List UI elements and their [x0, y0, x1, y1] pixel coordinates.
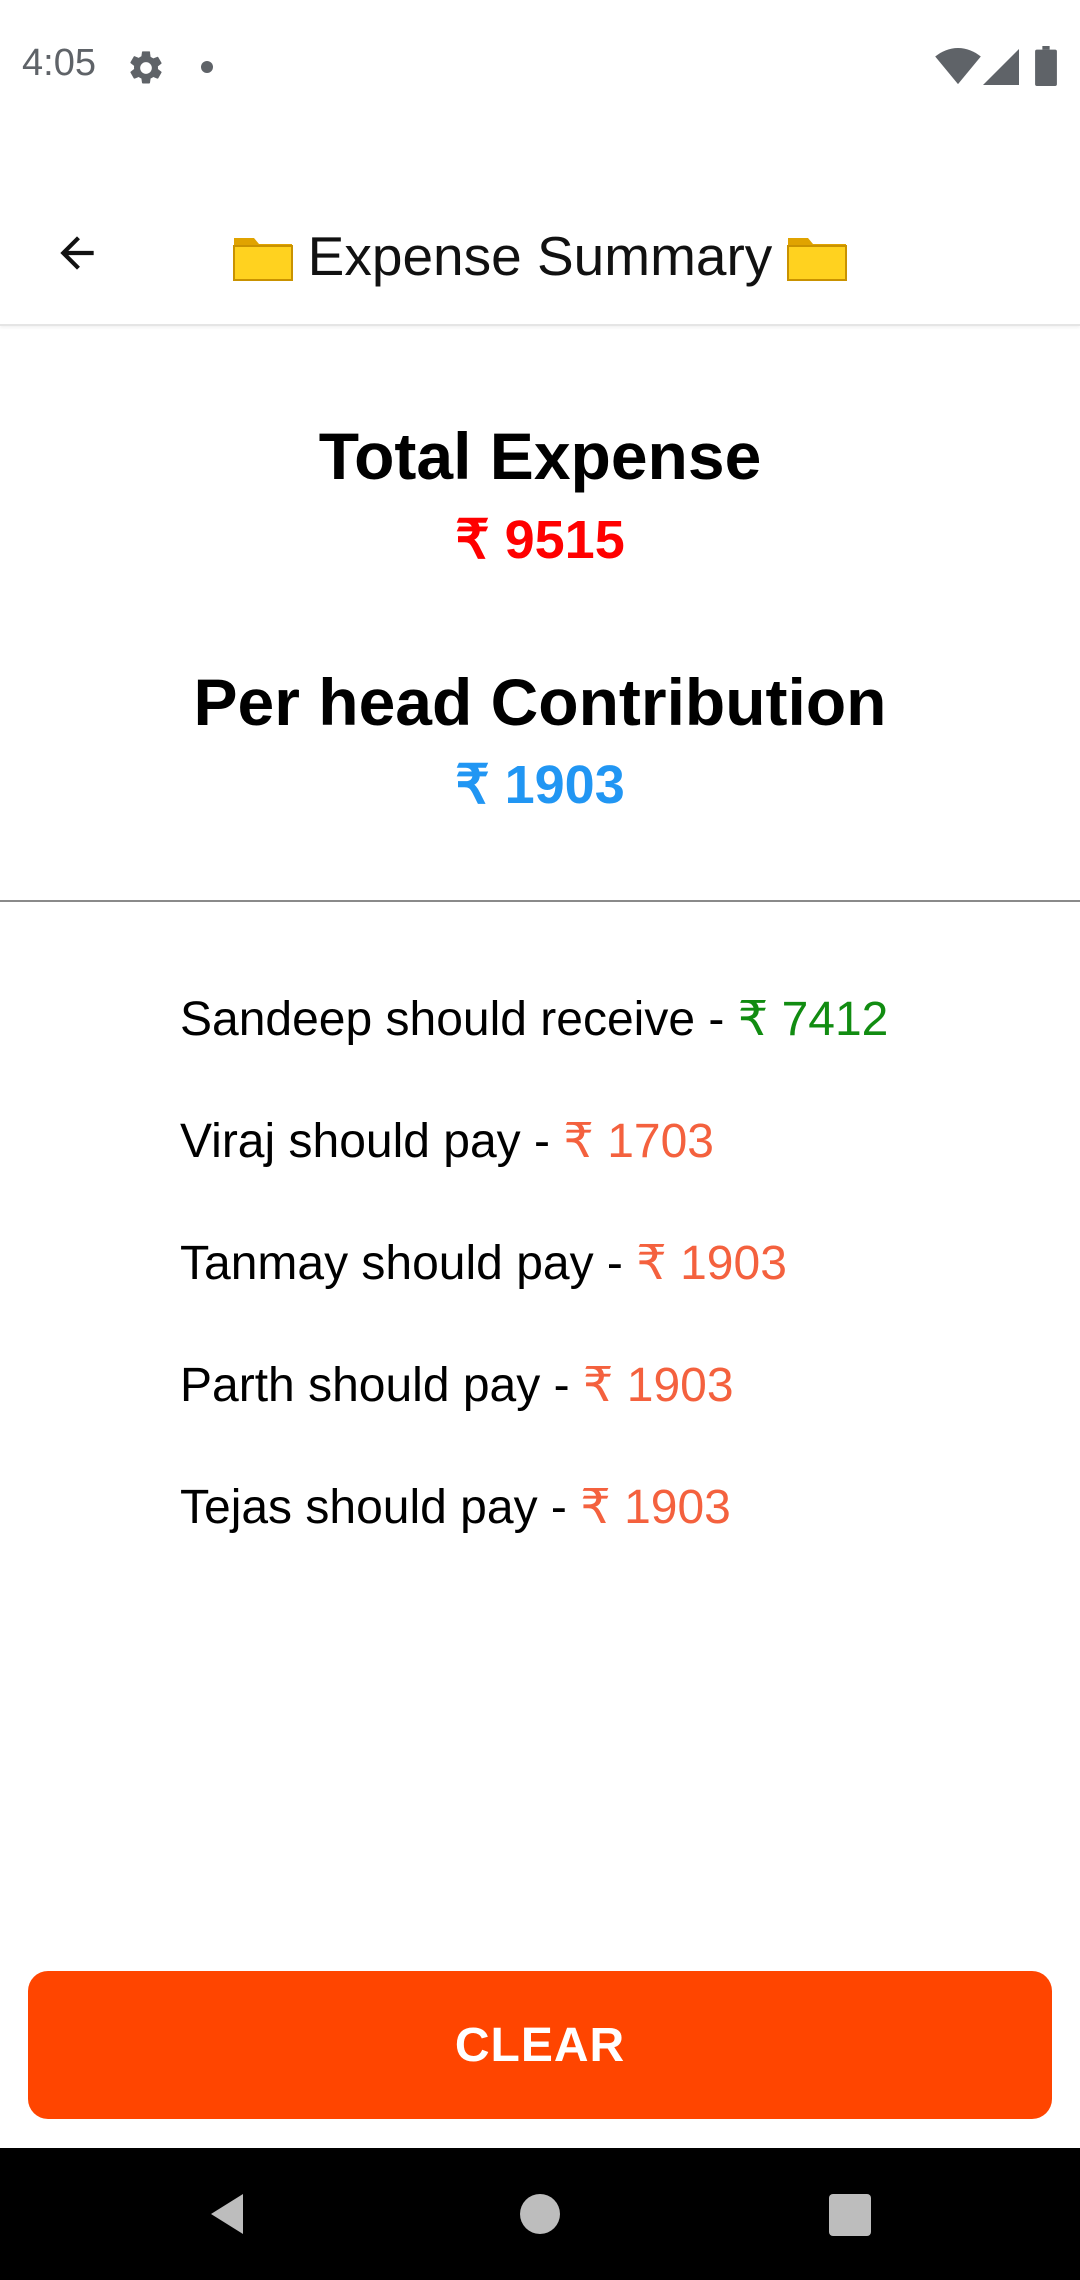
nav-bar — [0, 2148, 1080, 2280]
status-time: 4:05 — [22, 42, 96, 84]
clear-button[interactable]: CLEAR — [28, 1971, 1052, 2119]
settlement-list: Sandeep should receive - ₹ 7412 Viraj sh… — [180, 988, 1040, 1598]
nav-back-icon[interactable] — [207, 2192, 247, 2236]
gear-icon — [130, 51, 162, 84]
status-bar: 4:05 — [0, 0, 1080, 132]
pay-amount: ₹ 1703 — [563, 1115, 714, 1168]
divider — [0, 900, 1080, 902]
pay-amount: ₹ 1903 — [636, 1237, 787, 1290]
per-head-value: ₹ 1903 — [455, 755, 625, 815]
wifi-icon — [935, 48, 981, 85]
arrow-back-icon — [60, 236, 94, 270]
receive-amount: ₹ 7412 — [737, 993, 889, 1046]
settlement-row: Viraj should pay - ₹ 1703 — [180, 1110, 1040, 1232]
page-title: Expense Summary — [307, 225, 773, 287]
app-bar: Expense Summary — [0, 132, 1080, 326]
signal-icon — [983, 49, 1019, 85]
nav-recents-icon[interactable] — [829, 2194, 871, 2236]
nav-home-icon[interactable] — [520, 2194, 560, 2234]
total-expense-label: Total Expense — [318, 419, 762, 493]
settlement-row: Parth should pay - ₹ 1903 — [180, 1354, 1040, 1476]
settlement-row: Tejas should pay - ₹ 1903 — [180, 1476, 1040, 1598]
pay-amount: ₹ 1903 — [580, 1481, 731, 1534]
settlement-text: Viraj should pay - — [180, 1115, 564, 1168]
pay-amount: ₹ 1903 — [582, 1359, 734, 1412]
total-expense-value: ₹ 9515 — [455, 510, 625, 570]
per-head-label: Per head Contribution — [193, 665, 887, 739]
settlement-text: Tejas should pay - — [180, 1481, 581, 1534]
dot-icon — [201, 61, 213, 73]
settlement-text: Parth should pay - — [180, 1359, 583, 1412]
back-button[interactable] — [40, 216, 114, 290]
battery-icon — [1035, 46, 1057, 86]
title-wrap: Expense Summary — [0, 216, 1080, 296]
settlement-text: Sandeep should receive - — [180, 993, 738, 1046]
settlement-text: Tanmay should pay - — [180, 1237, 637, 1290]
settlement-row: Sandeep should receive - ₹ 7412 — [180, 988, 1040, 1110]
folder-icon — [232, 238, 293, 281]
folder-icon — [787, 238, 848, 281]
settlement-row: Tanmay should pay - ₹ 1903 — [180, 1232, 1040, 1354]
